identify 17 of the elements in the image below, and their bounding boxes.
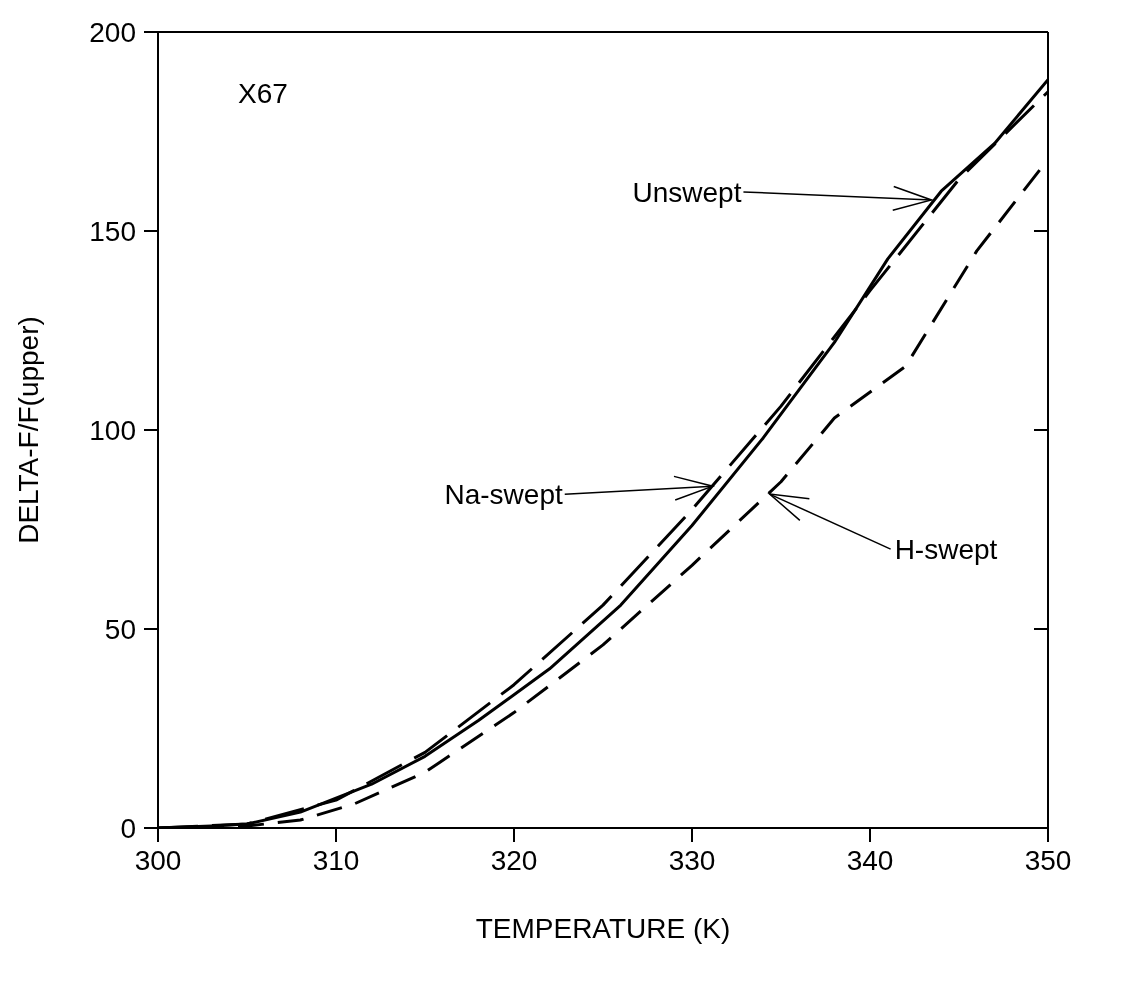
y-tick-label: 200 xyxy=(89,16,136,48)
x-tick-label: 340 xyxy=(846,844,894,876)
x-tick-label: 350 xyxy=(1024,844,1072,876)
x-tick-label: 320 xyxy=(490,844,538,876)
x-tick-label: 300 xyxy=(134,844,182,876)
annotation: Na-swept xyxy=(444,479,563,511)
y-tick-label: 100 xyxy=(89,414,136,446)
y-tick-label: 150 xyxy=(89,215,136,247)
x-tick-label: 330 xyxy=(668,844,716,876)
x-axis-title: TEMPERATURE (K) xyxy=(475,913,731,944)
y-axis-title: DELTA-F/F(upper) xyxy=(12,316,44,544)
annotation: H-swept xyxy=(894,534,998,566)
x-tick-label: 310 xyxy=(312,844,360,876)
annotation: X67 xyxy=(238,78,288,109)
annotation: Unswept xyxy=(632,176,742,208)
y-tick-label: 0 xyxy=(120,812,136,844)
y-tick-label: 50 xyxy=(104,613,136,645)
